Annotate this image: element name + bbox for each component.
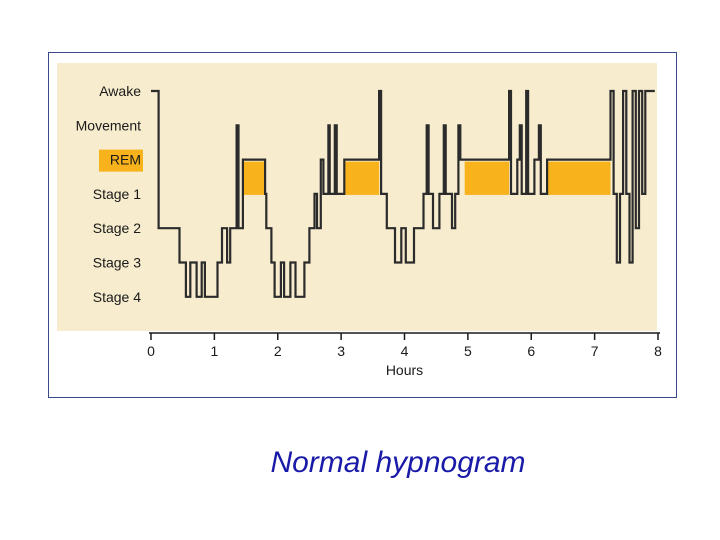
stage-label: REM [110, 152, 141, 168]
rem-period-4 [547, 161, 611, 195]
x-tick-label: 2 [274, 343, 282, 359]
x-tick-label: 0 [147, 343, 155, 359]
x-tick-label: 1 [210, 343, 218, 359]
stage-label: Awake [99, 83, 141, 99]
x-tick-label: 5 [464, 343, 472, 359]
x-tick-label: 7 [591, 343, 599, 359]
x-tick-label: 3 [337, 343, 345, 359]
rem-period-3 [464, 161, 510, 195]
stage-label: Stage 3 [93, 255, 141, 271]
rem-label-highlight [99, 149, 143, 172]
stage-label: Stage 1 [93, 186, 141, 202]
stage-label: Stage 4 [93, 289, 141, 305]
x-tick-label: 8 [654, 343, 662, 359]
rem-period-1 [242, 161, 266, 195]
figure-caption: Normal hypnogram [270, 446, 526, 479]
rem-periods-layer [242, 161, 611, 195]
sleep-stage-trace-layer [151, 89, 655, 298]
x-axis: 0 1 2 3 4 5 6 7 8 Hours [147, 332, 662, 378]
stage-labels: Awake Movement REM Stage 1 Stage 2 Stage 3 Sta… [76, 83, 143, 305]
stage-label: Movement [76, 117, 141, 133]
rem-period-2 [344, 161, 380, 195]
sleep-stage-trace [151, 89, 655, 298]
chart-panel-background [57, 63, 657, 331]
figure-frame: Awake Movement REM Stage 1 Stage 2 Stage 3 Sta… [48, 52, 677, 398]
x-tick-label: 4 [401, 343, 409, 359]
hypnogram-chart: Awake Movement REM Stage 1 Stage 2 Stage 3 Sta… [57, 63, 662, 378]
stage-label: Stage 2 [93, 220, 141, 236]
x-axis-title: Hours [386, 362, 423, 378]
x-tick-label: 6 [527, 343, 535, 359]
